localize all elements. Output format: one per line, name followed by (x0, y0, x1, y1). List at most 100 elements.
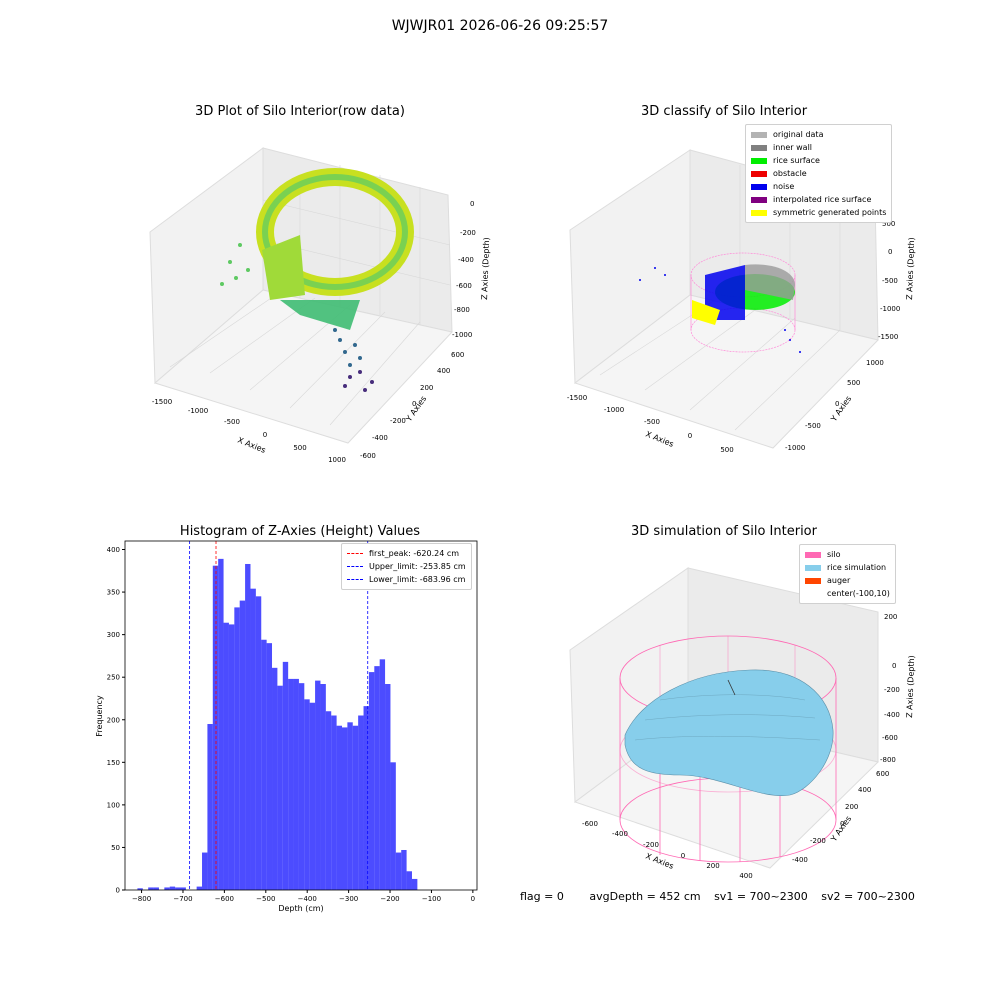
histogram-bar (309, 702, 316, 890)
legend-item-upper-limit: Upper_limit: -253.85 cm (347, 560, 466, 573)
svg-text:-1000: -1000 (604, 406, 624, 414)
simulation-plot-title: 3D simulation of Silo Interior (631, 524, 817, 539)
svg-text:-400: -400 (458, 256, 474, 264)
legend-swatch (805, 577, 821, 584)
x-tick-label: −400 (298, 895, 317, 903)
histogram-legend: first_peak: -620.24 cm Upper_limit: -253… (341, 543, 472, 590)
histogram-bar (169, 886, 176, 890)
svg-text:-200: -200 (460, 229, 476, 237)
histogram-bar (385, 684, 391, 890)
svg-text:200: 200 (706, 862, 719, 870)
svg-text:-200: -200 (390, 417, 406, 425)
histogram-bar (358, 715, 364, 890)
svg-text:-200: -200 (643, 841, 659, 849)
histogram-bar (368, 672, 375, 890)
figure-title: WJWJR01 2026-06-26 09:25:57 (391, 18, 609, 34)
histogram-bar (250, 588, 256, 890)
svg-text:-400: -400 (884, 711, 900, 719)
histogram-bar (212, 565, 219, 890)
svg-text:500: 500 (847, 379, 860, 387)
classify-plot-title: 3D classify of Silo Interior (640, 104, 808, 119)
histogram-bar (196, 886, 203, 890)
legend-swatch (751, 131, 767, 138)
legend-item-rice-surface: rice surface (751, 154, 886, 167)
histogram-bar (207, 724, 213, 890)
legend-item-auger: auger (805, 574, 890, 587)
legend-item-lower-limit: Lower_limit: -683.96 cm (347, 573, 466, 586)
svg-text:500: 500 (293, 444, 306, 452)
x-tick-label: −100 (422, 895, 441, 903)
histogram-bar (304, 699, 310, 890)
y-tick-label: 0 (116, 887, 120, 895)
svg-text:0: 0 (888, 248, 892, 256)
histogram-bar (245, 563, 251, 890)
histogram-bar (320, 684, 326, 890)
histogram-bar (239, 600, 246, 890)
svg-text:0: 0 (681, 852, 685, 860)
histogram-bar (266, 643, 273, 890)
histogram-bar (352, 725, 359, 890)
svg-text:-200: -200 (810, 837, 826, 845)
legend-swatch (751, 209, 767, 216)
legend-item-symmetric: symmetric generated points (751, 206, 886, 219)
histogram-title: Histogram of Z-Axies (Height) Values (179, 524, 421, 539)
histogram-bar (341, 727, 348, 890)
svg-text:500: 500 (882, 220, 895, 228)
histogram-bar (261, 639, 267, 890)
legend-swatch (347, 566, 363, 567)
y-tick-label: 150 (107, 759, 120, 767)
classify-legend: original data inner wall rice surface ob… (745, 124, 893, 223)
svg-text:Y Axies: Y Axies (829, 814, 854, 844)
x-tick-label: 0 (471, 895, 475, 903)
legend-item-original-data: original data (751, 128, 886, 141)
svg-text:-600: -600 (360, 452, 376, 460)
svg-text:0: 0 (688, 432, 692, 440)
histogram-bar (315, 680, 321, 890)
svg-text:-200: -200 (884, 686, 900, 694)
legend-item-silo: silo (805, 548, 890, 561)
svg-text:200: 200 (420, 384, 433, 392)
svg-text:-1000: -1000 (188, 407, 208, 415)
y-tick-label: 350 (107, 589, 120, 597)
y-axis-label: Frequency (95, 695, 104, 737)
legend-item-rice-simulation: rice simulation (805, 561, 890, 574)
y-tick-label: 200 (107, 716, 120, 724)
legend-item-center: center(-100,10) (805, 587, 890, 600)
histogram-bar (148, 887, 154, 890)
legend-item-interpolated: interpolated rice surface (751, 193, 886, 206)
histogram-bar (325, 711, 332, 890)
x-tick-label: −500 (256, 895, 275, 903)
histogram-bar (277, 685, 283, 890)
legend-item-obstacle: obstacle (751, 167, 886, 180)
histogram-bar (282, 661, 289, 890)
histogram-bar (293, 678, 299, 890)
svg-text:Z Axies (Depth): Z Axies (Depth) (905, 655, 916, 718)
legend-swatch (805, 564, 821, 571)
histogram-bar (411, 878, 418, 890)
svg-text:-1000: -1000 (452, 331, 472, 339)
histogram-bar (336, 725, 342, 890)
histogram-bar (347, 722, 353, 890)
svg-text:200: 200 (884, 613, 897, 621)
svg-text:-1000: -1000 (880, 305, 900, 313)
histogram-bar (255, 596, 262, 890)
legend-swatch (805, 551, 821, 558)
svg-text:1000: 1000 (866, 359, 884, 367)
histogram-bar (298, 683, 305, 890)
svg-text:-400: -400 (792, 856, 808, 864)
x-tick-label: −800 (132, 895, 151, 903)
svg-text:600: 600 (451, 351, 464, 359)
histogram-bar (137, 888, 143, 890)
legend-swatch (751, 183, 767, 190)
sv2-text: sv2 = 700~2300 (821, 890, 915, 903)
svg-text:-600: -600 (456, 282, 472, 290)
svg-text:-1500: -1500 (152, 398, 172, 406)
svg-text:-1500: -1500 (567, 394, 587, 402)
svg-text:0: 0 (470, 200, 474, 208)
histogram-bar (406, 871, 412, 890)
svg-text:X Axies: X Axies (644, 430, 675, 449)
svg-text:0: 0 (892, 662, 896, 670)
histogram-bar (164, 887, 170, 890)
svg-text:Z Axies (Depth): Z Axies (Depth) (480, 237, 491, 300)
y-tick-label: 50 (111, 844, 120, 852)
